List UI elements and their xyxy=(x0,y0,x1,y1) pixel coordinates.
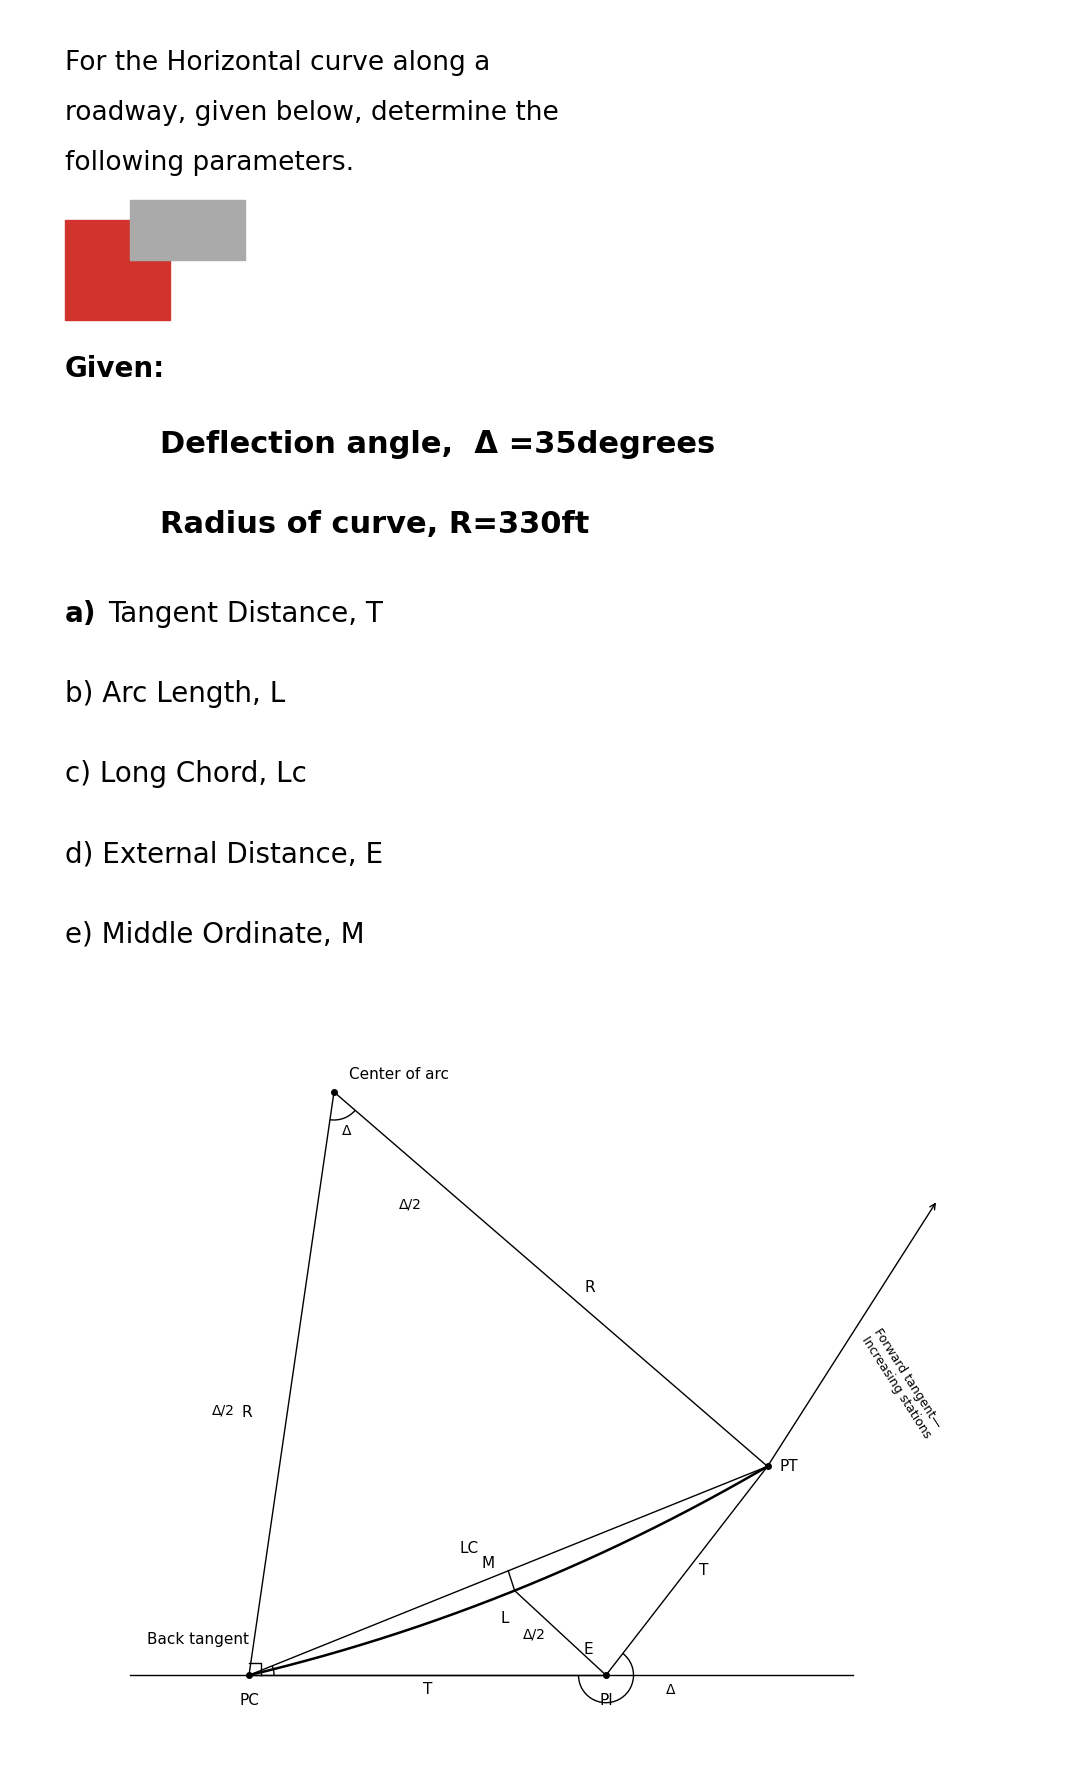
Text: Δ: Δ xyxy=(666,1683,675,1698)
Text: For the Horizontal curve along a: For the Horizontal curve along a xyxy=(65,50,490,77)
Text: e) Middle Ordinate, M: e) Middle Ordinate, M xyxy=(65,920,365,947)
Text: following parameters.: following parameters. xyxy=(65,150,354,175)
Text: PT: PT xyxy=(780,1458,798,1474)
Text: Back tangent: Back tangent xyxy=(147,1632,249,1648)
Text: Center of arc: Center of arc xyxy=(349,1067,449,1081)
Text: d) External Distance, E: d) External Distance, E xyxy=(65,840,383,868)
Text: Δ/2: Δ/2 xyxy=(212,1403,234,1417)
Text: T: T xyxy=(422,1682,432,1698)
Text: Δ/2: Δ/2 xyxy=(523,1628,546,1640)
Text: Tangent Distance, T: Tangent Distance, T xyxy=(108,600,383,627)
Text: M: M xyxy=(482,1556,495,1571)
Text: PC: PC xyxy=(239,1694,259,1708)
Text: R: R xyxy=(242,1405,253,1421)
Text: Forward tangent—
Increasing stations: Forward tangent— Increasing stations xyxy=(859,1326,946,1440)
Text: Δ: Δ xyxy=(342,1124,351,1138)
Text: Radius of curve, R=330ft: Radius of curve, R=330ft xyxy=(160,509,590,540)
Text: a): a) xyxy=(65,600,96,627)
Bar xyxy=(130,200,245,259)
Text: PI: PI xyxy=(599,1694,612,1708)
Text: R: R xyxy=(584,1281,595,1296)
Text: LC: LC xyxy=(459,1540,478,1556)
Bar xyxy=(65,220,170,320)
Text: b) Arc Length, L: b) Arc Length, L xyxy=(65,681,285,708)
Text: Given:: Given: xyxy=(65,356,165,382)
Text: L: L xyxy=(500,1610,509,1626)
Text: T: T xyxy=(699,1564,708,1578)
Text: Deflection angle,  Δ =35degrees: Deflection angle, Δ =35degrees xyxy=(160,431,715,459)
Text: E: E xyxy=(583,1642,593,1657)
Text: roadway, given below, determine the: roadway, given below, determine the xyxy=(65,100,558,127)
Text: c) Long Chord, Lc: c) Long Chord, Lc xyxy=(65,759,307,788)
Text: Δ/2: Δ/2 xyxy=(399,1197,422,1212)
